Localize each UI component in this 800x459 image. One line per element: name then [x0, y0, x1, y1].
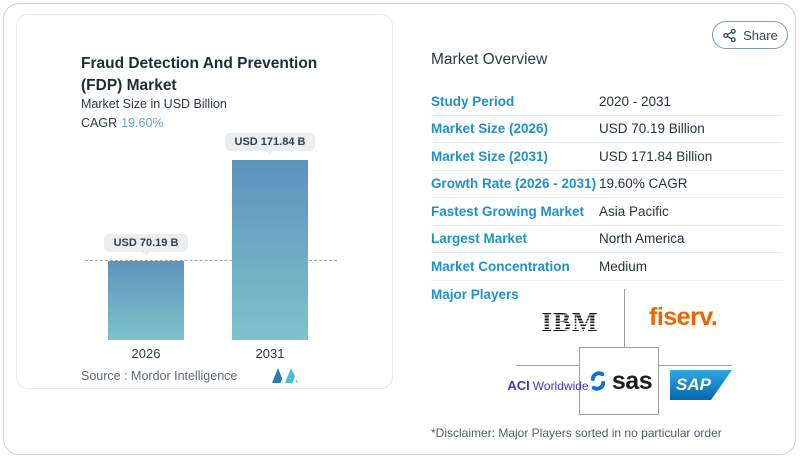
panel-title: Market Overview	[431, 51, 548, 68]
major-players-label: Major Players	[431, 287, 519, 302]
infographic-container: Fraud Detection And Prevention (FDP) Mar…	[3, 3, 796, 455]
player-divider-right	[659, 365, 732, 366]
table-row: Market Concentration Medium	[431, 253, 783, 281]
value-badge-2031: USD 171.84 B	[224, 133, 316, 155]
chart-subtitle: Market Size in USD Billion	[81, 97, 227, 111]
row-value: Medium	[599, 258, 648, 274]
row-label: Market Size (2026)	[431, 121, 549, 137]
cagr-row: CAGR 19.60%	[81, 116, 164, 130]
bar-column-2026: USD 70.19 B	[103, 133, 189, 340]
player-divider-vertical	[624, 289, 625, 347]
chart-card: Fraud Detection And Prevention (FDP) Mar…	[16, 14, 393, 389]
row-label: Growth Rate (2026 - 2031)	[431, 176, 597, 192]
share-icon	[723, 28, 736, 42]
share-button-label: Share	[743, 27, 778, 43]
row-value: 2020 - 2031	[599, 93, 672, 109]
bar-2026	[108, 261, 184, 340]
chart-title-line2: (FDP) Market	[81, 77, 177, 95]
bar-2031	[232, 160, 308, 340]
table-row: Market Size (2031) USD 171.84 Billion	[431, 143, 783, 171]
source-label: Source :	[81, 369, 128, 383]
table-row: Market Size (2026) USD 70.19 Billion	[431, 116, 783, 143]
cagr-label: CAGR	[81, 116, 118, 130]
mordor-intelligence-logo	[272, 368, 298, 383]
row-value: USD 70.19 Billion	[599, 121, 705, 137]
table-row: Fastest Growing Market Asia Pacific	[431, 198, 783, 226]
row-value: Asia Pacific	[599, 203, 669, 219]
source-value: Mordor Intelligence	[131, 369, 238, 383]
sap-logo-text: SAP	[676, 375, 711, 394]
aci-logo-name: ACI	[507, 378, 530, 393]
disclaimer-text: *Disclaimer: Major Players sorted in no …	[431, 426, 722, 440]
sap-logo: SAP	[670, 370, 732, 400]
table-row: Largest Market North America	[431, 226, 783, 253]
sas-swirl-icon	[590, 371, 606, 391]
chart-title: Fraud Detection And Prevention (FDP) Mar…	[81, 53, 371, 98]
share-button[interactable]: Share	[712, 21, 788, 49]
x-axis-label-2031: 2031	[255, 346, 285, 361]
row-label: Market Size (2031)	[431, 148, 549, 164]
sas-logo-text: sas	[611, 366, 653, 395]
aci-logo-word: Worldwide	[532, 379, 589, 393]
fiserv-logo: fiserv.	[649, 303, 718, 331]
bar-column-2031: USD 171.84 B	[224, 133, 316, 340]
source-attribution: Source : Mordor Intelligence	[81, 369, 237, 383]
row-label: Fastest Growing Market	[431, 203, 585, 219]
sas-logo: sas	[579, 347, 659, 415]
row-label: Largest Market	[431, 231, 528, 247]
row-value: USD 171.84 Billion	[599, 148, 713, 164]
table-row: Study Period 2020 - 2031	[431, 88, 783, 116]
x-axis-label-2026: 2026	[131, 346, 161, 361]
cagr-value: 19.60%	[121, 116, 164, 130]
row-label: Study Period	[431, 93, 515, 109]
row-label: Market Concentration	[431, 258, 570, 274]
overview-table: Study Period 2020 - 2031 Market Size (20…	[431, 88, 783, 281]
bar-chart-plot: USD 70.19 B USD 171.84 B	[73, 133, 351, 340]
chart-title-line1: Fraud Detection And Prevention	[81, 55, 318, 72]
aci-worldwide-logo: ACI Worldwide	[504, 377, 592, 395]
value-badge-2026: USD 70.19 B	[103, 234, 189, 257]
player-divider-left	[516, 365, 579, 366]
table-row: Growth Rate (2026 - 2031) 19.60% CAGR	[431, 171, 783, 198]
row-value: North America	[599, 231, 685, 247]
ibm-logo: IBM	[532, 307, 608, 338]
row-value: 19.60% CAGR	[599, 176, 688, 192]
reference-line	[85, 260, 337, 262]
